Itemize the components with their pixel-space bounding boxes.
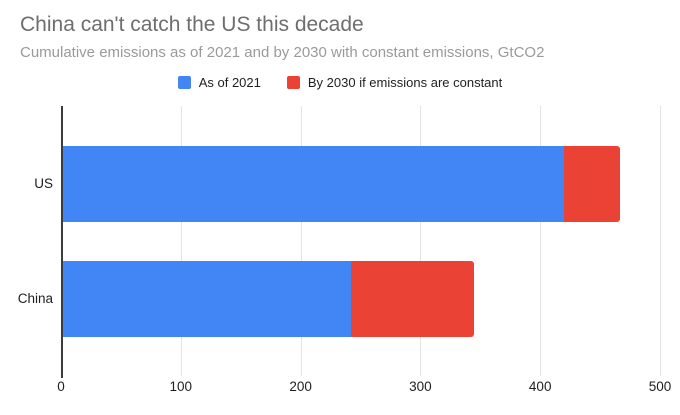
legend: As of 2021 By 2030 if emissions are const… (0, 72, 680, 92)
legend-swatch-icon (177, 75, 191, 89)
chart-title: China can't catch the US this decade (20, 13, 364, 36)
legend-item-0: As of 2021 (177, 74, 261, 90)
x-tick-label: 100 (169, 379, 193, 394)
x-tick-label: 0 (57, 379, 65, 394)
gridline (420, 106, 422, 376)
chart-subtitle: Cumulative emissions as of 2021 and by 2… (20, 44, 545, 61)
gridline (540, 106, 542, 376)
bar-segment-us-series0 (61, 146, 565, 222)
legend-item-1: By 2030 if emissions are constant (286, 74, 503, 90)
category-label-china: China (17, 291, 53, 306)
x-axis-ticks: 0 100 200 300 400 500 (0, 379, 680, 395)
x-tick-label: 400 (528, 379, 552, 394)
category-label-us: US (34, 176, 53, 191)
bar-segment-china-series0 (61, 261, 351, 337)
x-tick-label: 300 (409, 379, 432, 394)
x-tick-label: 200 (289, 379, 312, 394)
y-axis-labels: US China (0, 0, 53, 415)
legend-label: As of 2021 (198, 74, 261, 90)
bar-segment-us-series1 (564, 146, 621, 222)
x-tick-label: 500 (648, 379, 672, 394)
bar-segment-china-series1 (350, 261, 475, 337)
plot-area (61, 106, 668, 378)
gridline (180, 106, 182, 376)
legend-swatch-icon (286, 75, 300, 89)
legend-label: By 2030 if emissions are constant (307, 74, 503, 90)
gridline (660, 106, 661, 376)
gridline (300, 106, 302, 376)
y-axis-line (61, 106, 63, 378)
